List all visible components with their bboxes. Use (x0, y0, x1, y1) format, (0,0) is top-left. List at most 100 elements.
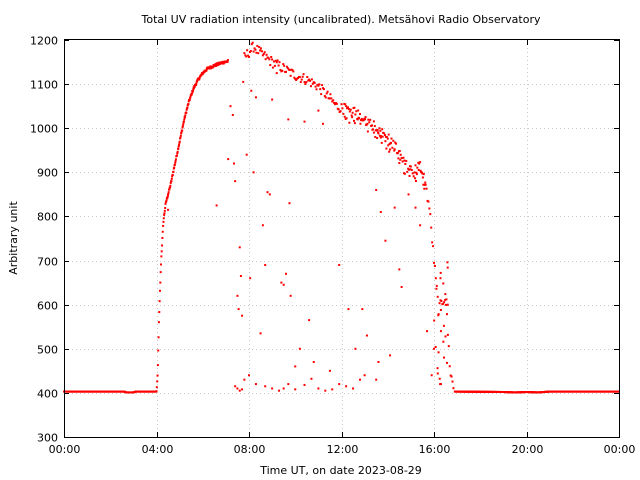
data-point (387, 133, 390, 136)
data-point (236, 387, 239, 390)
data-point (375, 378, 378, 381)
data-point (176, 152, 179, 155)
data-point (389, 141, 392, 144)
data-point (181, 125, 184, 128)
data-point (308, 78, 311, 81)
data-point (174, 158, 177, 161)
data-point (371, 128, 374, 131)
data-point (444, 293, 447, 296)
data-point (241, 314, 244, 317)
data-point (285, 70, 287, 73)
data-point (434, 277, 437, 280)
data-point (278, 389, 281, 392)
data-point (403, 172, 406, 175)
data-point (321, 84, 324, 87)
data-point (177, 147, 180, 150)
data-point (451, 380, 454, 383)
data-point (189, 96, 192, 99)
data-point (394, 141, 397, 144)
y-tick-label: 600 (37, 300, 58, 313)
data-point (249, 49, 252, 52)
data-point (360, 117, 363, 120)
data-point (373, 125, 376, 128)
data-point (200, 73, 203, 76)
data-point (164, 206, 167, 209)
data-point (414, 177, 417, 180)
data-point (428, 207, 431, 210)
data-point (439, 277, 442, 280)
data-point (397, 157, 400, 160)
data-point (191, 89, 194, 92)
data-point (182, 120, 185, 123)
data-point (169, 186, 172, 189)
data-point (205, 69, 208, 72)
data-point (271, 98, 274, 101)
data-point (443, 301, 446, 304)
data-point (216, 63, 219, 66)
data-point (329, 93, 332, 96)
data-point (227, 158, 230, 161)
data-point (294, 365, 297, 368)
data-point (169, 181, 172, 184)
data-point (414, 164, 417, 167)
y-tick-label: 1000 (30, 123, 58, 136)
data-point (183, 116, 186, 119)
data-point (289, 74, 292, 77)
data-point (288, 68, 291, 71)
data-point (376, 128, 379, 131)
data-point (275, 61, 278, 64)
y-tick-label: 1100 (30, 79, 58, 92)
data-point (401, 160, 404, 163)
data-point (377, 132, 380, 135)
data-point (402, 156, 405, 159)
data-point (365, 124, 368, 127)
data-point (259, 332, 262, 335)
data-point (260, 50, 263, 53)
data-point (437, 351, 440, 354)
data-point (245, 55, 248, 58)
data-point (393, 148, 396, 151)
data-point (216, 62, 219, 65)
data-point (259, 49, 262, 52)
data-point (333, 101, 336, 104)
data-point (264, 263, 267, 266)
data-point (252, 50, 255, 53)
data-point (254, 383, 257, 386)
data-point (162, 217, 165, 220)
data-point (380, 141, 383, 144)
data-point (324, 389, 327, 392)
data-point (443, 356, 446, 359)
data-point (163, 209, 166, 212)
data-point (191, 91, 194, 94)
data-point (326, 90, 329, 93)
data-point (232, 162, 235, 165)
data-point (346, 106, 349, 109)
y-tick-label: 700 (37, 256, 58, 269)
data-point (355, 110, 358, 113)
data-point (414, 180, 417, 182)
x-axis-label: Time UT, on date 2023-08-29 (259, 464, 422, 477)
data-point (398, 150, 401, 153)
data-point (282, 63, 285, 66)
data-point (348, 110, 351, 113)
data-point (317, 84, 320, 87)
data-point (364, 116, 367, 119)
data-point (209, 67, 212, 70)
chart-title: Total UV radiation intensity (uncalibrat… (141, 13, 541, 26)
data-point (437, 313, 440, 316)
data-point (179, 136, 182, 139)
data-point (281, 69, 284, 72)
data-point (332, 99, 335, 102)
data-point (318, 83, 321, 86)
data-point (170, 180, 173, 183)
data-point (317, 387, 320, 390)
data-point (338, 383, 341, 386)
data-point (383, 134, 386, 137)
data-point (283, 64, 286, 67)
data-point (436, 372, 439, 375)
data-point (313, 81, 316, 84)
data-point (245, 153, 248, 156)
data-point (439, 308, 442, 311)
data-point (421, 172, 424, 175)
